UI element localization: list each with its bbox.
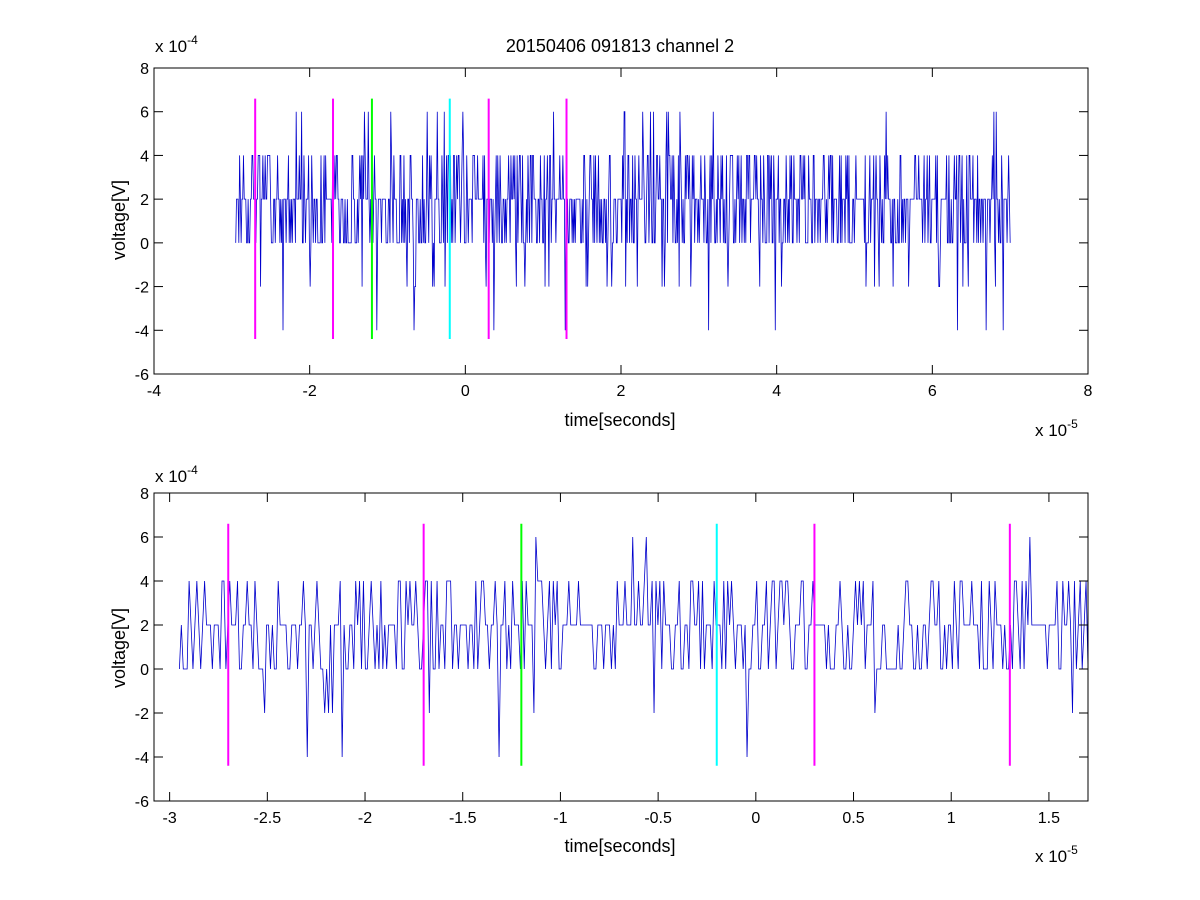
x-tick-label: 2 [617,383,626,400]
x-exponent-label: x 10-5 [1035,417,1078,440]
top-subplot: 20150406 091813 channel 2 x 10-4 voltage… [109,33,1093,440]
y-tick-label: 8 [140,486,149,503]
y-tick-label: 0 [140,236,149,253]
y-tick-label: -6 [135,367,149,384]
y-tick-label: -6 [135,794,149,811]
voltage-series-line [235,111,1011,331]
bottom-subplot: x 10-4 voltage[V] time[seconds] x 10-5 -… [109,463,1089,866]
y-tick-label: 4 [140,148,149,165]
x-tick-label: 1.5 [1038,810,1060,827]
y-tick-label: -2 [135,280,149,297]
y-tick-label: -2 [135,706,149,723]
y-tick-label: 6 [140,530,149,547]
y-exponent-label: x 10-4 [155,463,198,486]
y-tick-label: 6 [140,105,149,122]
x-tick-label: -0.5 [644,810,672,827]
x-tick-label: -2 [303,383,317,400]
y-exponent-label: x 10-4 [155,33,198,56]
x-tick-label: 4 [772,383,781,400]
x-axis-label: time[seconds] [564,836,675,856]
y-tick-label: -4 [135,323,149,340]
y-tick-label: 4 [140,574,149,591]
voltage-series-line [179,536,1088,758]
x-tick-label: -3 [163,810,177,827]
x-tick-label: 0 [461,383,470,400]
x-tick-label: 0.5 [842,810,864,827]
x-tick-label: 1 [947,810,956,827]
y-tick-label: 0 [140,662,149,679]
y-tick-label: 8 [140,61,149,78]
chart-title: 20150406 091813 channel 2 [506,36,734,56]
y-tick-label: 2 [140,192,149,209]
x-tick-label: -2.5 [254,810,282,827]
x-tick-label: 0 [751,810,760,827]
x-tick-label: 8 [1084,383,1093,400]
x-tick-label: -4 [147,383,161,400]
y-axis-label: voltage[V] [109,608,129,688]
x-tick-label: 6 [928,383,937,400]
y-tick-label: -4 [135,750,149,767]
x-tick-label: -1.5 [449,810,477,827]
y-tick-label: 2 [140,618,149,635]
y-axis-label: voltage[V] [109,180,129,260]
plot-frame [153,492,1089,802]
x-tick-label: -1 [553,810,567,827]
x-exponent-label: x 10-5 [1035,843,1078,866]
x-axis-label: time[seconds] [564,410,675,430]
x-tick-label: -2 [358,810,372,827]
